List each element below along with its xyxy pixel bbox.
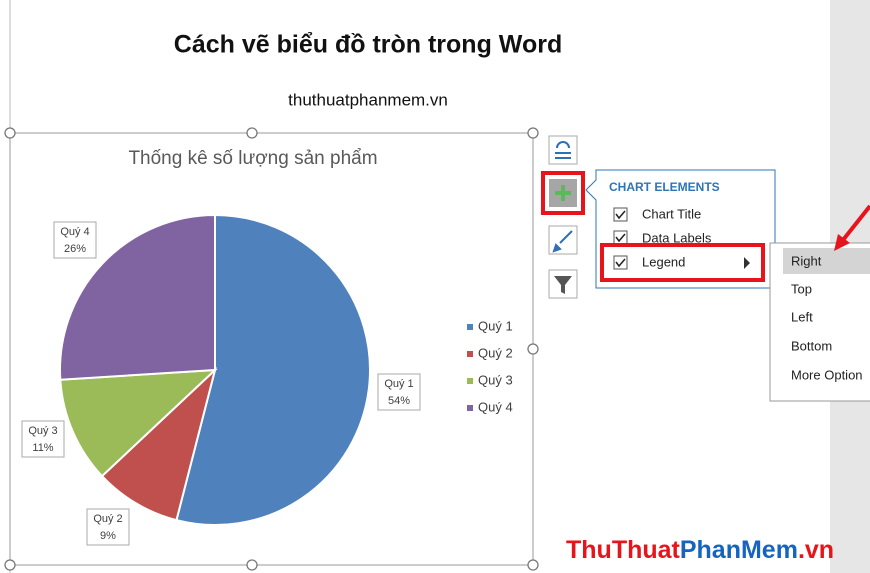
data-label-category: Quý 3 [28,425,57,437]
watermark: ThuThuatPhanMem.vn [566,536,834,564]
data-label-category: Quý 1 [384,378,413,390]
watermark-part: .vn [798,536,834,564]
hover-highlight [783,248,870,274]
legend-swatch [467,324,473,330]
data-label-category: Quý 2 [93,513,122,525]
menu-item[interactable]: Chart Title [642,206,701,221]
check-mark [615,210,626,220]
data-labels: Quý 1 54% Quý 2 9% Quý 3 11% Quý 4 26% [21,221,421,546]
highlight-box [541,171,585,215]
data-label-value: 11% [32,442,53,454]
layout-button[interactable] [548,135,578,165]
chart-buttons [541,135,585,299]
watermark-part: PhanMem [680,536,798,564]
pointer-arrow [834,204,870,251]
menu-item[interactable]: Legend [642,254,685,269]
legend-submenu: Right Top Left Bottom More Option [769,242,870,402]
pie [59,213,371,526]
submenu-item[interactable]: Bottom [791,338,832,353]
legend-swatch [467,378,473,384]
plus-icon [555,185,571,201]
data-label-box [377,373,421,411]
legend-swatch [467,351,473,357]
resize-handle[interactable] [246,127,258,139]
data-label-value: 26% [64,243,86,255]
submenu-item[interactable]: Left [791,309,813,324]
resize-handle[interactable] [4,559,16,571]
check-mark [615,233,626,243]
submenu-item[interactable]: Right [791,253,822,268]
resize-handle[interactable] [527,127,539,139]
filter-icon [554,276,572,294]
highlight-box [600,243,765,282]
pie-slice [175,213,371,526]
data-label-box [21,420,65,458]
checkbox[interactable] [613,255,628,270]
layout-icon [555,141,571,159]
legend-label: Quý 4 [478,399,513,414]
arrow-head [834,234,850,251]
submenu-item[interactable]: More Option [791,367,863,382]
pie-slice [100,366,217,522]
submenu-arrow [744,257,750,269]
legend-label: Quý 3 [478,372,513,387]
legend-label: Quý 2 [478,345,513,360]
chart-frame[interactable] [4,127,539,571]
panel-box [585,169,776,289]
submenu-item[interactable]: Top [791,281,812,296]
document-subtitle: thuthuatphanmem.vn [288,90,448,109]
data-label-value: 9% [100,530,116,542]
checkbox[interactable] [613,207,628,222]
document-title: Cách vẽ biểu đồ tròn trong Word [174,31,562,59]
brush-icon [552,230,573,253]
arrow-shaft [841,204,870,242]
legend-swatch [467,405,473,411]
legend-label: Quý 1 [478,318,513,333]
data-label-box [53,221,97,259]
legend: Quý 1 Quý 2 Quý 3 Quý 4 [467,318,513,414]
resize-handle[interactable] [527,559,539,571]
chart-elements-panel: CHART ELEMENTS Chart Title Data Labels L… [585,169,776,289]
pie-slice [59,368,218,478]
resize-handle[interactable] [4,127,16,139]
watermark-part: ThuThuat [566,536,681,564]
data-label-category: Quý 4 [60,226,89,238]
menu-item[interactable]: Data Labels [642,230,712,245]
check-mark [615,258,626,268]
data-label-box [86,508,130,546]
resize-handle[interactable] [246,559,258,571]
data-label-value: 54% [388,395,410,407]
panel-title: CHART ELEMENTS [609,180,720,194]
resize-handle[interactable] [527,343,539,355]
chart-title: Thống kê số lượng sản phẩm [128,148,377,169]
pie-slice [59,213,216,381]
